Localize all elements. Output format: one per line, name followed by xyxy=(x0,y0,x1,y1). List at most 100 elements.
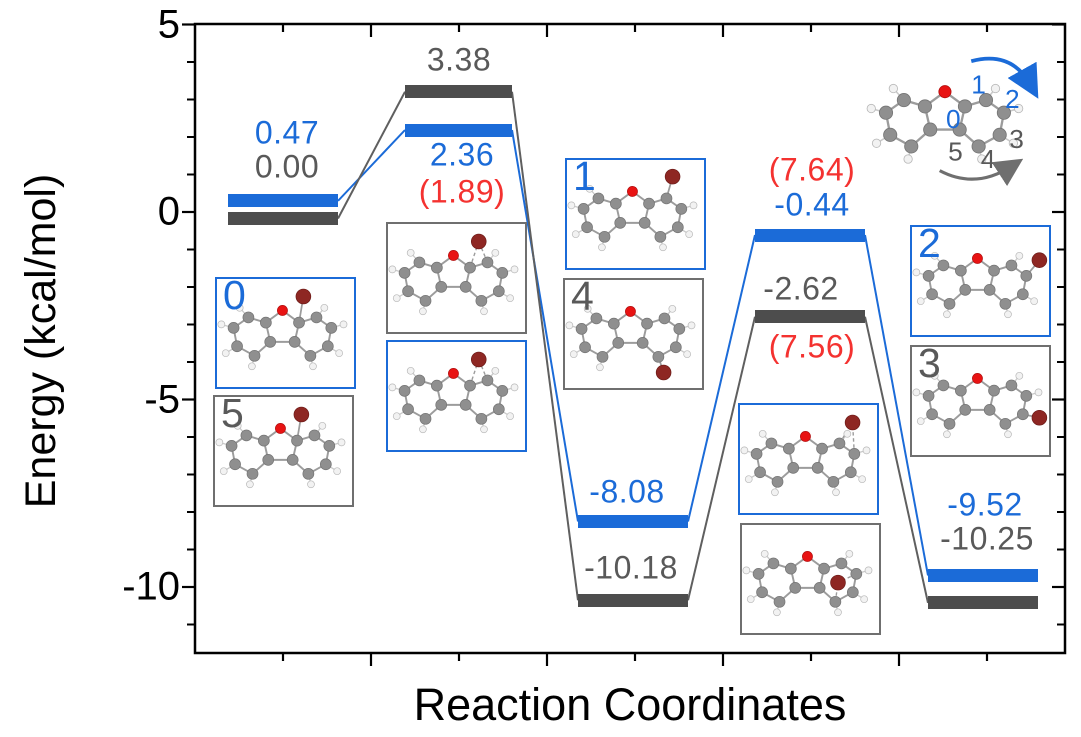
carbon-atom xyxy=(829,595,842,608)
carbon-atom xyxy=(310,311,323,324)
carbon-atom xyxy=(773,595,786,608)
connector-line xyxy=(864,234,929,576)
energy-level-bar xyxy=(578,593,688,607)
bromine-atom xyxy=(1031,409,1048,426)
hydrogen-atom xyxy=(215,438,224,447)
carbon-atom xyxy=(291,434,303,447)
hydrogen-atom xyxy=(977,154,987,164)
hydrogen-atom xyxy=(307,480,315,489)
carbon-atom xyxy=(996,105,1011,120)
carbon-atom xyxy=(231,340,243,353)
carbon-atom xyxy=(846,586,859,599)
carbon-atom xyxy=(258,434,270,447)
carbon-atom xyxy=(883,127,898,142)
molecule-structure xyxy=(388,233,519,316)
hydrogen-atom xyxy=(668,304,677,313)
carbon-atom xyxy=(937,379,950,392)
plot-frame xyxy=(193,22,1067,655)
hydrogen-atom xyxy=(510,383,519,392)
carbon-atom xyxy=(242,311,255,324)
hydrogen-atom xyxy=(1015,251,1024,260)
hydrogen-atom xyxy=(903,154,913,164)
hydrogen-atom xyxy=(583,304,592,313)
oxygen-atom xyxy=(627,186,638,197)
carbon-atom xyxy=(229,458,241,471)
hydrogen-atom xyxy=(832,488,840,497)
hydrogen-atom xyxy=(990,83,1001,94)
carbon-atom xyxy=(833,437,846,450)
hydrogen-atom xyxy=(864,566,873,575)
carbon-atom xyxy=(943,297,956,310)
carbon-atom xyxy=(957,99,972,114)
energy-value-label: 0.47 xyxy=(254,114,320,151)
carbon-atom xyxy=(248,349,261,362)
hydrogen-atom xyxy=(480,307,488,316)
carbon-atom xyxy=(435,399,448,411)
carbon-atom xyxy=(435,281,448,293)
x-axis-title: Reaction Coordinates xyxy=(413,679,847,730)
molecule-inset-2: 2 xyxy=(910,220,1051,337)
carbon-atom xyxy=(286,454,299,466)
hydrogen-atom xyxy=(392,412,401,421)
carbon-atom xyxy=(1020,270,1033,282)
hydrogen-atom xyxy=(1030,297,1039,306)
carbon-atom xyxy=(492,403,505,416)
site-number-label: 3 xyxy=(1009,124,1024,154)
carbon-atom xyxy=(246,467,259,480)
carbon-atom xyxy=(304,349,317,362)
molecule-structure xyxy=(740,414,871,497)
energy-level-bar xyxy=(405,123,512,137)
molecule-structure xyxy=(567,168,698,252)
carbon-atom xyxy=(878,105,894,120)
hydrogen-atom xyxy=(916,297,925,306)
carbon-atom xyxy=(752,568,765,580)
carbon-atom xyxy=(575,323,588,335)
carbon-atom xyxy=(959,404,972,416)
hydrogen-atom xyxy=(337,438,346,447)
carbon-atom xyxy=(750,448,763,460)
carbon-atom xyxy=(636,337,649,349)
bromine-atom xyxy=(664,168,681,185)
molecule-structure xyxy=(742,549,873,617)
y-tick-label: 5 xyxy=(157,2,180,46)
carbon-atom xyxy=(240,429,253,442)
hydrogen-atom xyxy=(858,475,867,484)
carbon-atom xyxy=(262,454,275,466)
hydrogen-atom xyxy=(1004,430,1012,439)
hydrogen-atom xyxy=(248,362,256,371)
oxygen-atom xyxy=(275,423,286,434)
carbon-atom xyxy=(896,93,911,108)
carbon-atom xyxy=(999,417,1012,430)
carbon-atom xyxy=(983,284,996,296)
carbon-atom xyxy=(590,312,603,325)
energy-level-bar xyxy=(578,515,688,528)
hydrogen-atom xyxy=(866,103,876,114)
hydrogen-atom xyxy=(565,321,574,330)
energy-value-label: -9.52 xyxy=(947,486,1023,523)
energy-level-bar xyxy=(228,194,338,208)
hydrogen-atom xyxy=(406,248,415,257)
carbon-atom xyxy=(988,384,1000,397)
carbon-atom xyxy=(669,341,682,354)
hydrogen-atom xyxy=(318,421,327,430)
connector-line xyxy=(687,316,756,601)
carbon-atom xyxy=(475,294,488,307)
carbon-atom xyxy=(227,322,240,334)
bromine-atom xyxy=(470,351,487,368)
molecule-structure xyxy=(565,304,696,381)
carbon-atom xyxy=(459,281,472,293)
hydrogen-atom xyxy=(219,467,228,476)
carbon-atom xyxy=(673,323,686,335)
hydrogen-atom xyxy=(1034,388,1043,397)
carbon-atom xyxy=(1005,379,1018,392)
energy-level-bar xyxy=(228,212,338,225)
molecule-inset-ts1-blue xyxy=(386,340,527,452)
carbon-atom xyxy=(481,374,494,387)
oxygen-atom xyxy=(802,551,813,562)
carbon-atom xyxy=(675,203,688,215)
inset-number-label: 3 xyxy=(918,340,941,386)
hydrogen-atom xyxy=(221,349,230,358)
carbon-atom xyxy=(1005,259,1018,272)
